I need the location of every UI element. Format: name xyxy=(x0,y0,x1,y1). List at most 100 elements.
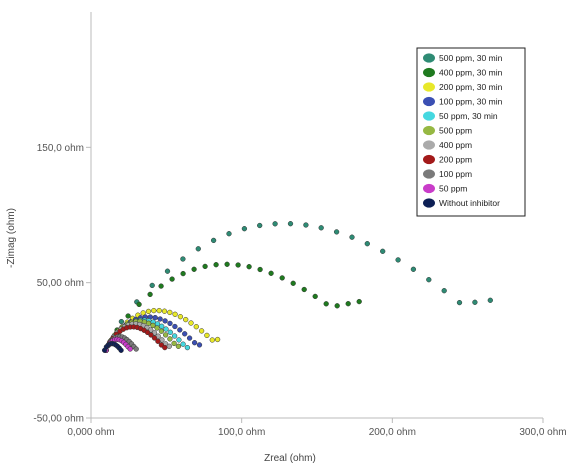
data-point xyxy=(226,231,232,237)
data-point xyxy=(380,248,386,254)
data-point xyxy=(246,264,252,270)
data-point xyxy=(182,331,188,337)
data-point xyxy=(136,301,142,308)
legend-entry: 400 ppm, 30 min xyxy=(439,68,503,78)
x-tick-label: 300,0 ohm xyxy=(519,427,566,438)
data-point xyxy=(345,301,351,307)
y-tick-label: 150,0 ohm xyxy=(37,143,84,154)
data-point xyxy=(180,256,186,262)
data-point xyxy=(364,241,370,247)
legend-entry: 50 ppm xyxy=(439,184,467,194)
data-point xyxy=(186,335,193,341)
data-point xyxy=(202,263,208,270)
data-point xyxy=(472,299,478,305)
data-point xyxy=(166,343,172,349)
data-point xyxy=(198,328,205,334)
data-point xyxy=(235,262,241,268)
data-point xyxy=(191,340,198,346)
data-point xyxy=(125,313,131,319)
legend-entry: 200 ppm, 30 min xyxy=(439,82,503,92)
data-point xyxy=(148,332,154,338)
data-point xyxy=(214,336,221,343)
data-point xyxy=(334,303,340,309)
data-point xyxy=(154,325,160,331)
data-point xyxy=(164,268,171,274)
legend-swatch xyxy=(423,198,435,208)
data-point xyxy=(349,234,355,240)
series-1 xyxy=(103,261,362,353)
x-tick-label: 0,000 ohm xyxy=(67,427,114,438)
data-point xyxy=(191,266,197,272)
data-point xyxy=(127,346,133,352)
data-point xyxy=(180,270,186,277)
data-point xyxy=(151,335,158,341)
y-tick-label: 50,00 ohm xyxy=(37,278,84,289)
legend-swatch xyxy=(423,111,435,121)
x-axis-label: Zreal (ohm) xyxy=(264,453,316,464)
data-point xyxy=(161,308,168,314)
legend-entry: 500 ppm xyxy=(439,126,472,136)
legend-entry: 100 ppm xyxy=(439,169,472,179)
legend-swatch xyxy=(423,140,435,150)
data-point xyxy=(209,337,215,343)
data-point xyxy=(152,314,158,321)
data-point xyxy=(272,221,278,227)
data-point xyxy=(147,291,153,298)
data-point xyxy=(410,266,417,272)
data-point xyxy=(356,298,362,305)
data-point xyxy=(312,293,318,300)
data-point xyxy=(224,261,230,267)
data-point xyxy=(118,318,125,325)
data-point xyxy=(195,246,201,252)
legend-box xyxy=(416,47,526,217)
data-point xyxy=(257,266,263,273)
data-point xyxy=(210,237,217,244)
data-point xyxy=(441,288,447,294)
data-point xyxy=(395,257,401,263)
legend-swatch xyxy=(423,82,435,92)
legend-swatch xyxy=(423,183,435,194)
data-point xyxy=(162,318,168,324)
data-point xyxy=(157,316,163,322)
x-tick-label: 200,0 ohm xyxy=(369,427,416,438)
data-point xyxy=(155,338,161,344)
y-axis-label: -Zimag (ohm) xyxy=(6,208,17,268)
data-point xyxy=(426,277,432,283)
data-point xyxy=(323,301,329,307)
data-point xyxy=(133,346,139,352)
x-tick-label: 100,0 ohm xyxy=(218,427,265,438)
data-point xyxy=(257,222,263,229)
series-2 xyxy=(103,307,221,353)
data-point xyxy=(456,299,463,306)
data-point xyxy=(159,323,165,329)
legend-entry: 200 ppm xyxy=(439,155,472,165)
legend-entry: Without inhibitor xyxy=(439,198,500,208)
data-point xyxy=(171,333,178,339)
data-point xyxy=(158,283,164,289)
data-point xyxy=(487,297,493,303)
data-point xyxy=(213,262,219,268)
legend-entry: 100 ppm, 30 min xyxy=(439,97,503,107)
data-point xyxy=(241,226,248,232)
data-point xyxy=(151,307,157,314)
data-point xyxy=(177,314,184,320)
legend: 500 ppm, 30 min 400 ppm, 30 min 200 ppm, 3… xyxy=(416,47,526,217)
legend-swatch xyxy=(423,125,435,136)
data-point xyxy=(145,308,152,315)
y-tick-label: -50,00 ohm xyxy=(33,414,84,425)
legend-swatch xyxy=(423,169,435,179)
data-point xyxy=(158,328,165,334)
data-point xyxy=(279,275,285,281)
data-point xyxy=(167,336,173,342)
legend-swatch xyxy=(423,67,435,78)
legend-entry: 400 ppm xyxy=(439,140,472,150)
data-point xyxy=(183,316,189,323)
data-point xyxy=(167,320,173,327)
data-point xyxy=(149,282,155,289)
data-point xyxy=(268,270,274,276)
data-point xyxy=(118,347,124,353)
data-point xyxy=(290,280,296,286)
data-point xyxy=(193,324,199,330)
data-point xyxy=(167,329,173,335)
